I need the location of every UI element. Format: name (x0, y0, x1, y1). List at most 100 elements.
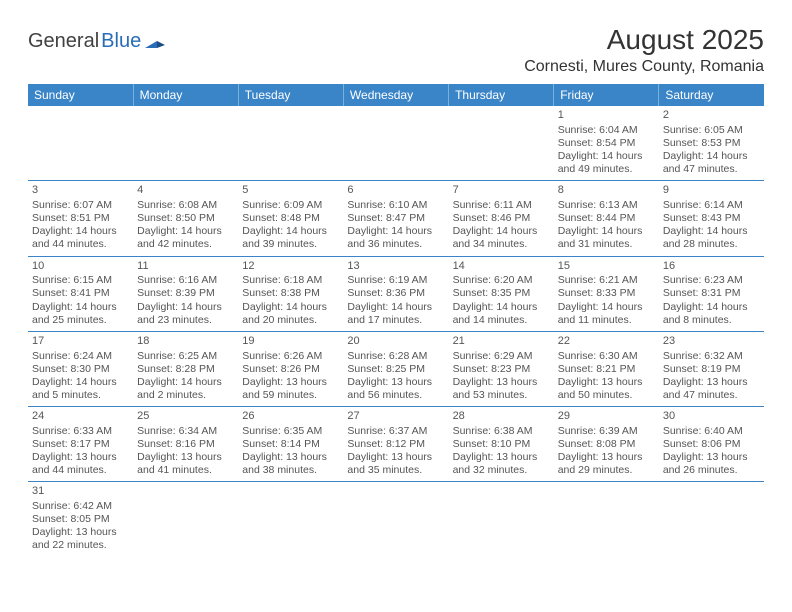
daylight-line-2: and 39 minutes. (242, 238, 339, 251)
daylight-line-1: Daylight: 14 hours (32, 301, 129, 314)
daylight-line-1: Daylight: 14 hours (558, 301, 655, 314)
sunset-line: Sunset: 8:06 PM (663, 438, 760, 451)
calendar-cell: 22Sunrise: 6:30 AMSunset: 8:21 PMDayligh… (554, 331, 659, 406)
day-number: 3 (32, 184, 129, 198)
daylight-line-1: Daylight: 14 hours (663, 150, 760, 163)
sunrise-line: Sunrise: 6:18 AM (242, 274, 339, 287)
calendar-cell: 24Sunrise: 6:33 AMSunset: 8:17 PMDayligh… (28, 407, 133, 482)
daylight-line-2: and 20 minutes. (242, 314, 339, 327)
daylight-line-1: Daylight: 14 hours (453, 225, 550, 238)
sunset-line: Sunset: 8:12 PM (347, 438, 444, 451)
sunrise-line: Sunrise: 6:26 AM (242, 350, 339, 363)
daylight-line-2: and 50 minutes. (558, 389, 655, 402)
calendar-cell: 20Sunrise: 6:28 AMSunset: 8:25 PMDayligh… (343, 331, 448, 406)
day-number: 8 (558, 184, 655, 198)
daylight-line-2: and 35 minutes. (347, 464, 444, 477)
calendar-cell (133, 106, 238, 181)
sunset-line: Sunset: 8:48 PM (242, 212, 339, 225)
daylight-line-1: Daylight: 14 hours (137, 225, 234, 238)
calendar-cell (28, 106, 133, 181)
calendar-row: 24Sunrise: 6:33 AMSunset: 8:17 PMDayligh… (28, 407, 764, 482)
sunset-line: Sunset: 8:08 PM (558, 438, 655, 451)
sunrise-line: Sunrise: 6:25 AM (137, 350, 234, 363)
sunrise-line: Sunrise: 6:24 AM (32, 350, 129, 363)
sunrise-line: Sunrise: 6:40 AM (663, 425, 760, 438)
daylight-line-1: Daylight: 14 hours (663, 225, 760, 238)
day-number: 11 (137, 260, 234, 274)
daylight-line-1: Daylight: 14 hours (32, 225, 129, 238)
daylight-line-1: Daylight: 13 hours (453, 376, 550, 389)
daylight-line-2: and 31 minutes. (558, 238, 655, 251)
sunrise-line: Sunrise: 6:11 AM (453, 199, 550, 212)
sunrise-line: Sunrise: 6:34 AM (137, 425, 234, 438)
sunrise-line: Sunrise: 6:21 AM (558, 274, 655, 287)
sunset-line: Sunset: 8:30 PM (32, 363, 129, 376)
header: GeneralBlue August 2025 Cornesti, Mures … (28, 24, 764, 76)
day-number: 7 (453, 184, 550, 198)
daylight-line-1: Daylight: 13 hours (137, 451, 234, 464)
day-number: 23 (663, 335, 760, 349)
sunrise-line: Sunrise: 6:39 AM (558, 425, 655, 438)
daylight-line-1: Daylight: 14 hours (242, 301, 339, 314)
day-number: 5 (242, 184, 339, 198)
day-number: 31 (32, 485, 129, 499)
sunrise-line: Sunrise: 6:42 AM (32, 500, 129, 513)
col-thursday: Thursday (449, 84, 554, 106)
sunset-line: Sunset: 8:19 PM (663, 363, 760, 376)
sunrise-line: Sunrise: 6:35 AM (242, 425, 339, 438)
calendar-cell: 31Sunrise: 6:42 AMSunset: 8:05 PMDayligh… (28, 482, 133, 557)
calendar-cell: 28Sunrise: 6:38 AMSunset: 8:10 PMDayligh… (449, 407, 554, 482)
sunrise-line: Sunrise: 6:07 AM (32, 199, 129, 212)
sunset-line: Sunset: 8:47 PM (347, 212, 444, 225)
calendar-row: 31Sunrise: 6:42 AMSunset: 8:05 PMDayligh… (28, 482, 764, 557)
daylight-line-2: and 28 minutes. (663, 238, 760, 251)
day-number: 17 (32, 335, 129, 349)
sunrise-line: Sunrise: 6:29 AM (453, 350, 550, 363)
calendar-cell: 18Sunrise: 6:25 AMSunset: 8:28 PMDayligh… (133, 331, 238, 406)
calendar-cell (343, 106, 448, 181)
daylight-line-2: and 2 minutes. (137, 389, 234, 402)
sunset-line: Sunset: 8:14 PM (242, 438, 339, 451)
daylight-line-1: Daylight: 13 hours (663, 451, 760, 464)
daylight-line-2: and 53 minutes. (453, 389, 550, 402)
day-number: 28 (453, 410, 550, 424)
day-number: 25 (137, 410, 234, 424)
daylight-line-2: and 25 minutes. (32, 314, 129, 327)
calendar-row: 3Sunrise: 6:07 AMSunset: 8:51 PMDaylight… (28, 181, 764, 256)
daylight-line-2: and 44 minutes. (32, 238, 129, 251)
daylight-line-2: and 29 minutes. (558, 464, 655, 477)
daylight-line-1: Daylight: 14 hours (347, 301, 444, 314)
sunrise-line: Sunrise: 6:20 AM (453, 274, 550, 287)
daylight-line-2: and 26 minutes. (663, 464, 760, 477)
col-friday: Friday (554, 84, 659, 106)
sunset-line: Sunset: 8:53 PM (663, 137, 760, 150)
sunset-line: Sunset: 8:50 PM (137, 212, 234, 225)
logo-text-general: General (28, 30, 99, 53)
sunset-line: Sunset: 8:16 PM (137, 438, 234, 451)
daylight-line-1: Daylight: 13 hours (453, 451, 550, 464)
sunset-line: Sunset: 8:28 PM (137, 363, 234, 376)
sunset-line: Sunset: 8:23 PM (453, 363, 550, 376)
day-number: 12 (242, 260, 339, 274)
col-wednesday: Wednesday (343, 84, 448, 106)
daylight-line-2: and 56 minutes. (347, 389, 444, 402)
daylight-line-1: Daylight: 13 hours (32, 526, 129, 539)
calendar-cell: 9Sunrise: 6:14 AMSunset: 8:43 PMDaylight… (659, 181, 764, 256)
sunset-line: Sunset: 8:36 PM (347, 287, 444, 300)
day-number: 10 (32, 260, 129, 274)
daylight-line-2: and 59 minutes. (242, 389, 339, 402)
sunrise-line: Sunrise: 6:14 AM (663, 199, 760, 212)
sunrise-line: Sunrise: 6:30 AM (558, 350, 655, 363)
daylight-line-1: Daylight: 13 hours (663, 376, 760, 389)
calendar-table: Sunday Monday Tuesday Wednesday Thursday… (28, 84, 764, 557)
daylight-line-2: and 8 minutes. (663, 314, 760, 327)
calendar-cell: 15Sunrise: 6:21 AMSunset: 8:33 PMDayligh… (554, 256, 659, 331)
logo: GeneralBlue (28, 30, 165, 53)
daylight-line-2: and 47 minutes. (663, 163, 760, 176)
daylight-line-2: and 11 minutes. (558, 314, 655, 327)
sunrise-line: Sunrise: 6:28 AM (347, 350, 444, 363)
calendar-cell: 6Sunrise: 6:10 AMSunset: 8:47 PMDaylight… (343, 181, 448, 256)
calendar-cell: 10Sunrise: 6:15 AMSunset: 8:41 PMDayligh… (28, 256, 133, 331)
logo-text-blue: Blue (101, 30, 141, 53)
daylight-line-1: Daylight: 14 hours (558, 225, 655, 238)
